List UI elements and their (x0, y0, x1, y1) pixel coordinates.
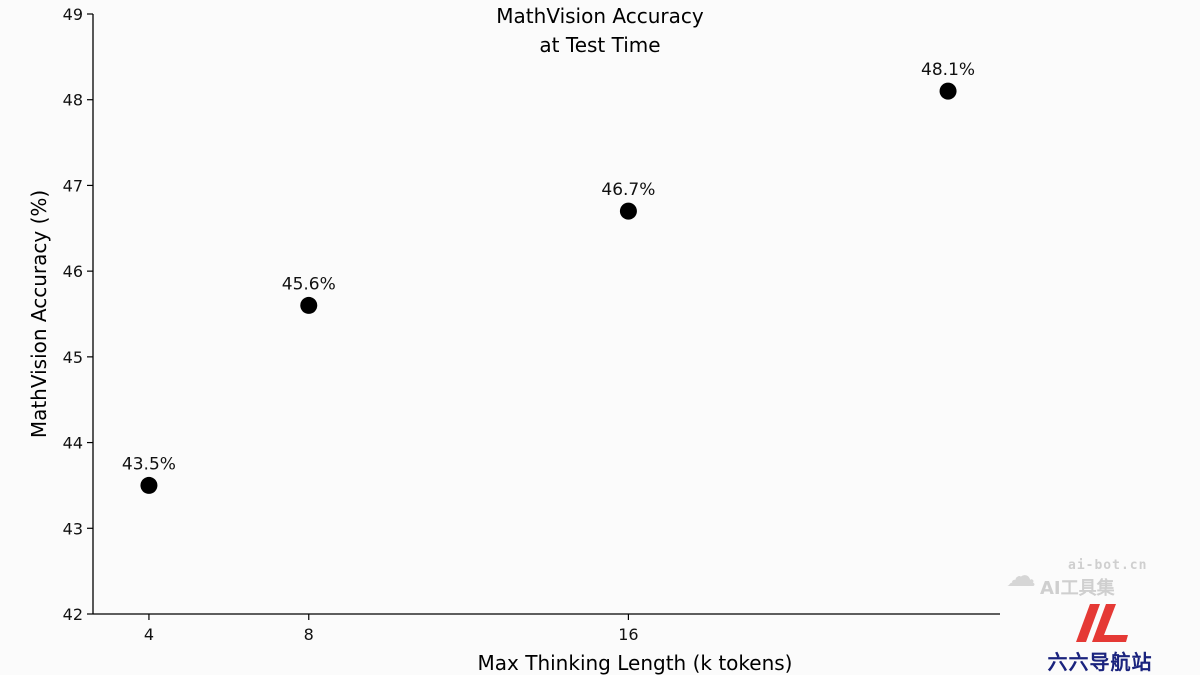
y-axis-ticks: 42 43 44 45 46 47 48 49 (63, 5, 93, 624)
y-tick-label: 47 (63, 176, 83, 195)
x-tick-label: 16 (618, 625, 638, 644)
watermark-name: AI工具集 (1040, 578, 1115, 599)
y-tick-label: 49 (63, 5, 83, 24)
data-label: 45.6% (282, 274, 336, 294)
chart-title-line: at Test Time (539, 33, 660, 57)
y-tick-label: 43 (63, 519, 83, 538)
y-tick-label: 46 (63, 262, 83, 281)
data-point (619, 202, 637, 220)
watermark-site: ai-bot.cn (1068, 558, 1148, 573)
data-points: 43.5% 45.6% 46.7% 48.1% (122, 60, 975, 494)
brand-logo: 六六导航站 (1030, 602, 1170, 674)
y-tick-label: 42 (63, 605, 83, 624)
data-label: 46.7% (601, 180, 655, 200)
y-tick-label: 48 (63, 91, 83, 110)
logo-text: 六六导航站 (1047, 650, 1153, 674)
data-label: 43.5% (122, 454, 176, 474)
logo-mark-icon (1076, 604, 1128, 642)
data-point (300, 296, 318, 314)
y-axis-label: MathVision Accuracy (%) (27, 190, 51, 438)
x-axis-ticks: 4 8 16 (144, 614, 639, 644)
data-label: 48.1% (921, 60, 975, 80)
x-axis-label: Max Thinking Length (k tokens) (478, 651, 793, 675)
y-tick-label: 45 (63, 348, 83, 367)
data-point (140, 476, 158, 494)
watermark: ☁ ai-bot.cn AI工具集 (1006, 558, 1166, 600)
cloud-icon: ☁ (1006, 559, 1036, 594)
x-tick-label: 8 (304, 625, 314, 644)
chart-title: MathVision Accuracy at Test Time (496, 4, 704, 57)
x-tick-label: 4 (144, 625, 154, 644)
data-point (939, 82, 957, 100)
chart-title-line: MathVision Accuracy (496, 4, 704, 28)
y-tick-label: 44 (63, 434, 83, 453)
